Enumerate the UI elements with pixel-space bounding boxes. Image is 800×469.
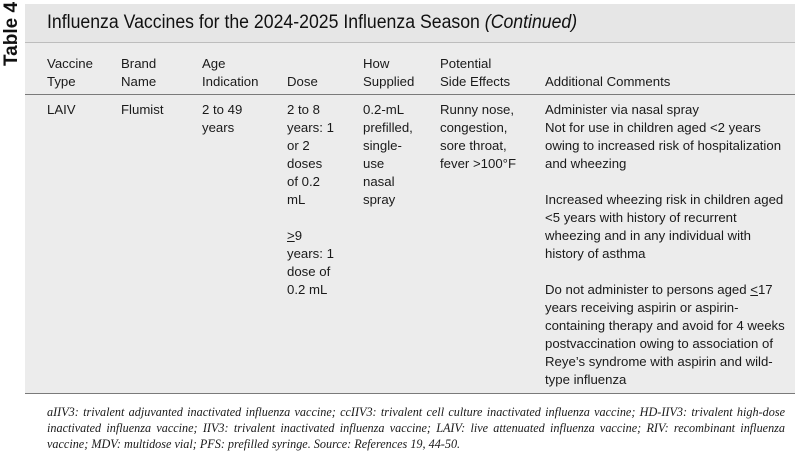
dose-part-2: >9 years: 1 dose of 0.2 mL bbox=[287, 227, 357, 299]
header-age-indication: Age Indication bbox=[202, 56, 259, 89]
table-title: Influenza Vaccines for the 2024-2025 Inf… bbox=[47, 12, 577, 34]
table-title-suffix: (Continued) bbox=[484, 12, 578, 33]
footnote-area: aIIV3: trivalent adjuvanted inactivated … bbox=[25, 400, 795, 460]
comment-3-le-symbol: < bbox=[750, 282, 758, 297]
cell-additional-comments: Administer via nasal spray Not for use i… bbox=[545, 101, 793, 389]
header-brand-name: Brand Name bbox=[121, 56, 157, 89]
header-dose: Dose bbox=[287, 74, 318, 89]
cell-how-supplied: 0.2-mL prefilled, single- use nasal spra… bbox=[363, 102, 413, 207]
comment-2: Increased wheezing risk in children aged… bbox=[545, 192, 784, 261]
header-vaccine-type: Vaccine Type bbox=[47, 56, 93, 89]
header-how-supplied: How Supplied bbox=[363, 56, 415, 89]
dose-ge-symbol: > bbox=[287, 228, 295, 243]
header-divider bbox=[25, 94, 795, 95]
header-side-effects: Potential Side Effects bbox=[440, 56, 511, 89]
footnote-text: aIIV3: trivalent adjuvanted inactivated … bbox=[47, 405, 785, 451]
cell-vaccine-type: LAIV bbox=[47, 102, 76, 117]
table-label-tab: Table 4 bbox=[1, 2, 23, 66]
comment-3-rest: 17 years receiving aspirin or aspirin- c… bbox=[545, 282, 785, 387]
cell-age-indication: 2 to 49 years bbox=[202, 102, 243, 135]
header-additional-comments: Additional Comments bbox=[545, 74, 671, 89]
table-title-text: Influenza Vaccines for the 2024-2025 Inf… bbox=[47, 12, 480, 33]
title-bar: Influenza Vaccines for the 2024-2025 Inf… bbox=[25, 4, 795, 42]
comment-3-start: Do not administer to persons aged bbox=[545, 282, 751, 297]
table-label: Table 4 bbox=[1, 2, 22, 66]
cell-side-effects: Runny nose, congestion, sore throat, fev… bbox=[440, 102, 517, 171]
footer-divider bbox=[25, 393, 795, 394]
dose-part-2-text: 9 years: 1 dose of 0.2 mL bbox=[287, 228, 334, 297]
comment-3: Do not administer to persons aged <17 ye… bbox=[545, 281, 793, 389]
table-body-panel bbox=[25, 42, 795, 393]
dose-part-1: 2 to 8 years: 1 or 2 doses of 0.2 mL bbox=[287, 102, 334, 207]
cell-brand-name: Flumist bbox=[121, 102, 164, 117]
cell-dose: 2 to 8 years: 1 or 2 doses of 0.2 mL >9 … bbox=[287, 101, 357, 299]
comment-1: Administer via nasal spray Not for use i… bbox=[545, 102, 782, 171]
